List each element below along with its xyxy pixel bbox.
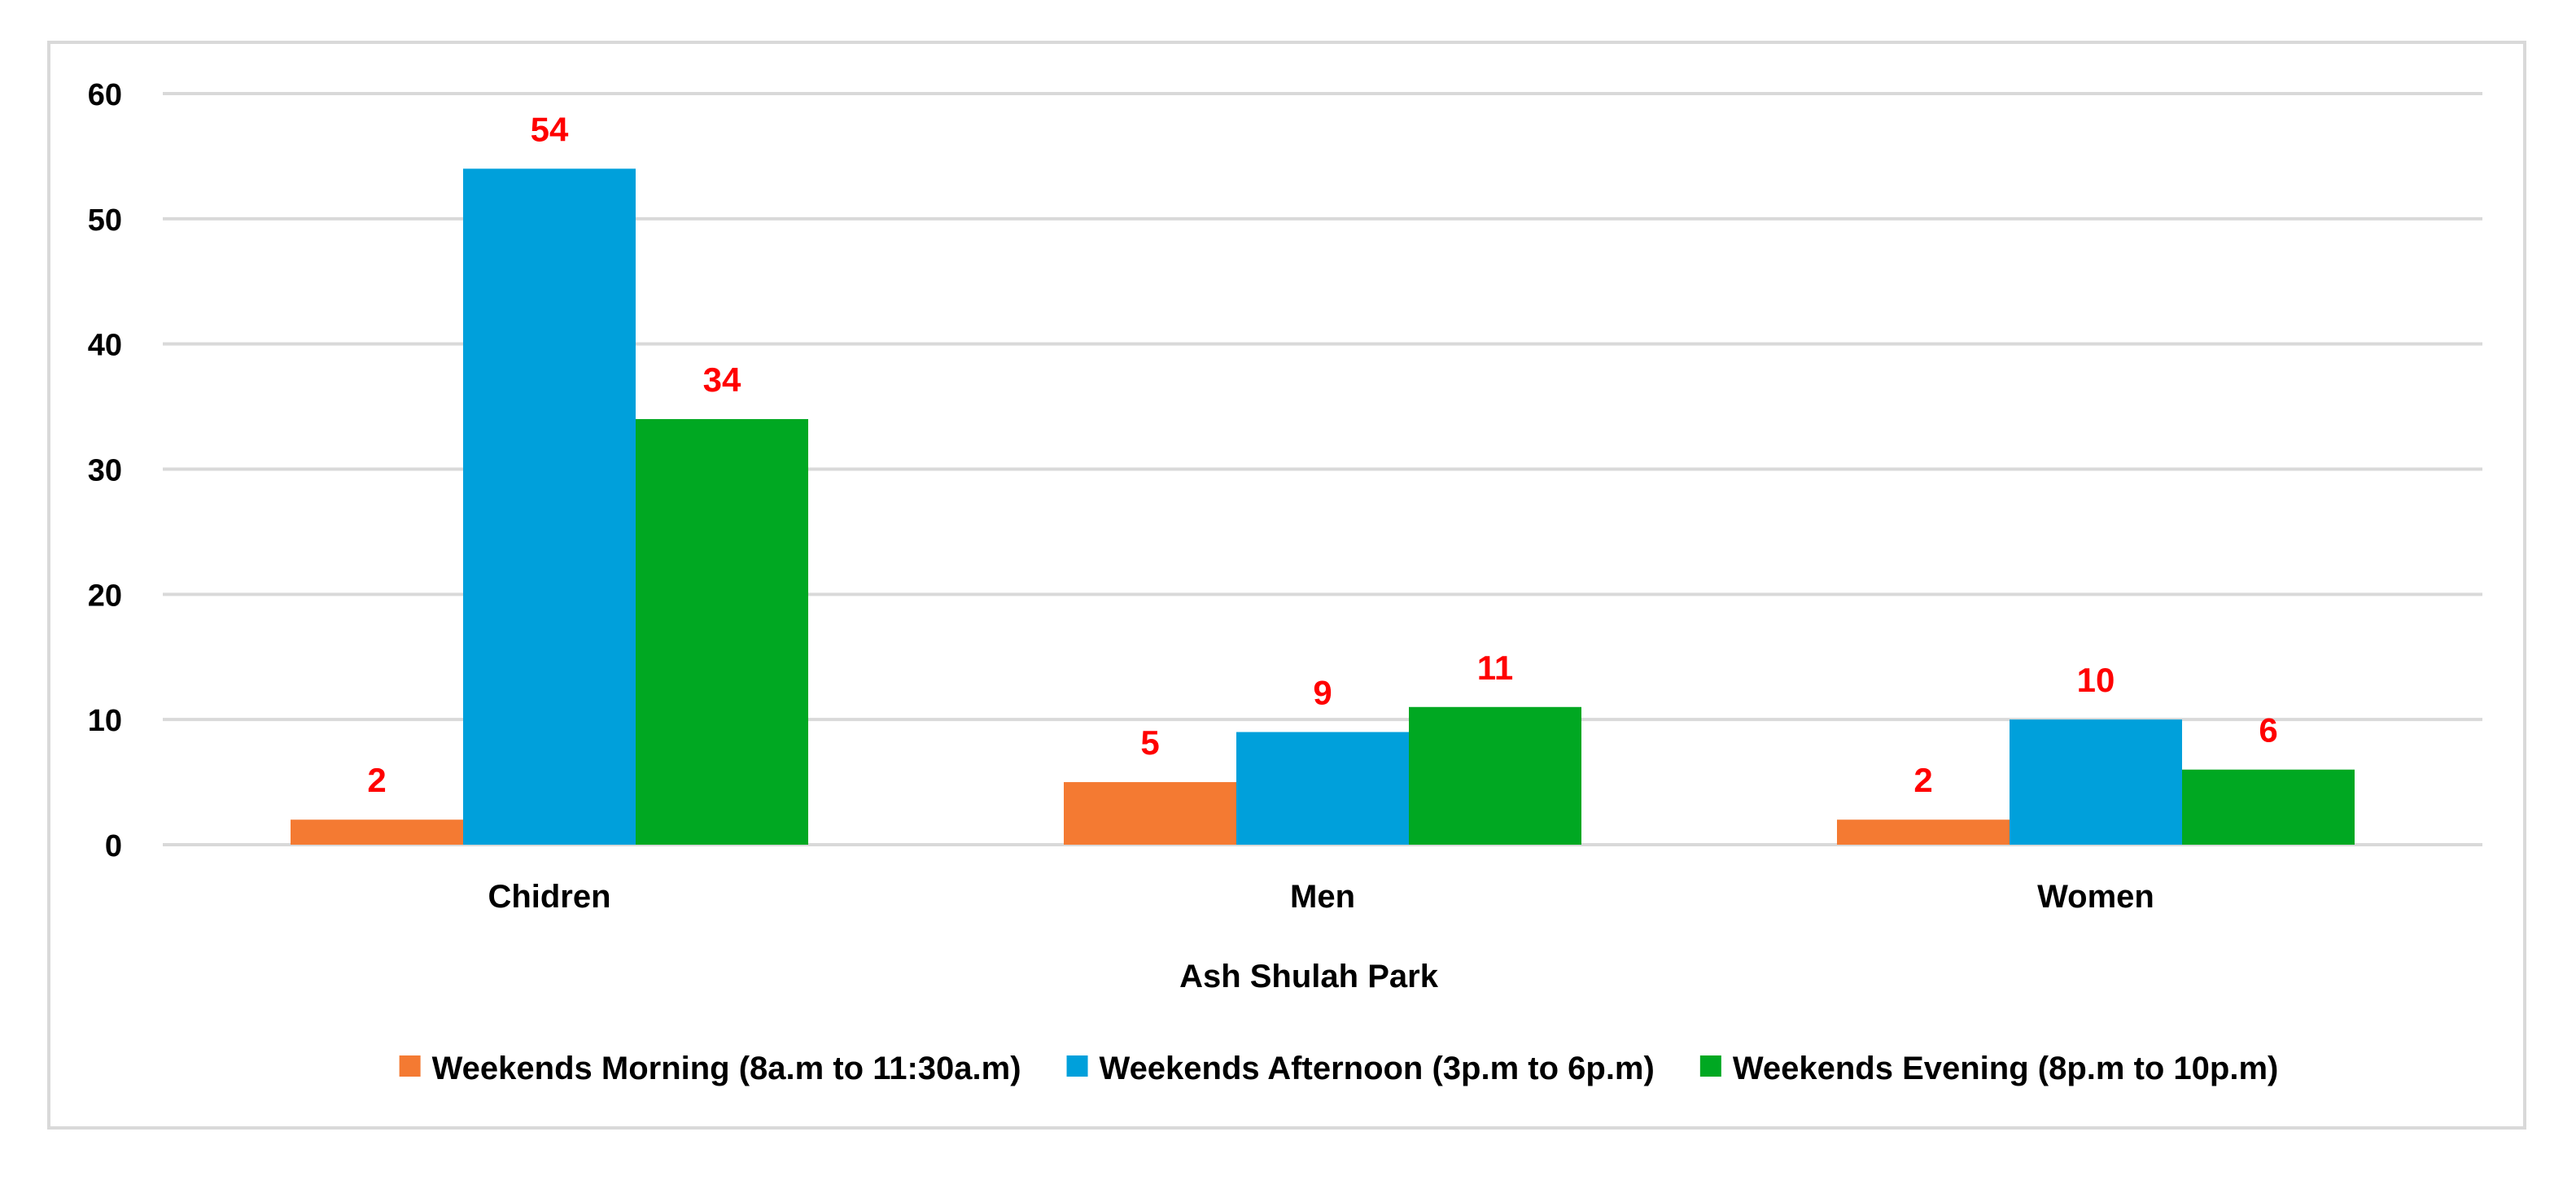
bars xyxy=(291,168,2355,846)
legend-item: Weekends Evening (8p.m to 10p.m) xyxy=(1699,1051,2279,1086)
x-category-label: Men xyxy=(1290,879,1355,915)
data-labels: 2 54 34 5 9 11 2 10 6 xyxy=(367,110,2277,799)
bar xyxy=(2010,719,2182,845)
y-tick-label: 50 xyxy=(88,203,122,238)
x-axis-categories: Chidren Men Women xyxy=(488,879,2154,915)
bar xyxy=(1236,732,1409,845)
x-category-label: Chidren xyxy=(488,879,610,915)
legend-label: Weekends Evening (8p.m to 10p.m) xyxy=(1733,1051,2279,1086)
data-label: 54 xyxy=(531,110,569,148)
legend: Weekends Morning (8a.m to 11:30a.m) Weeke… xyxy=(399,1051,2279,1086)
y-tick-label: 40 xyxy=(88,329,122,363)
legend-swatch xyxy=(1699,1055,1721,1077)
chart-frame xyxy=(47,41,2526,1130)
x-category-label: Women xyxy=(2037,879,2154,915)
bar xyxy=(2182,769,2355,845)
y-axis-ticks: 0 10 20 30 40 50 60 xyxy=(88,78,122,863)
data-label: 34 xyxy=(703,361,741,399)
legend-item: Weekends Afternoon (3p.m to 6p.m) xyxy=(1066,1051,1655,1086)
legend-label: Weekends Morning (8a.m to 11:30a.m) xyxy=(432,1051,1021,1086)
bar xyxy=(636,418,808,845)
data-label: 9 xyxy=(1313,674,1332,712)
data-label: 10 xyxy=(2077,661,2115,699)
bar xyxy=(463,168,636,846)
y-tick-label: 10 xyxy=(88,704,122,738)
legend-swatch xyxy=(1066,1055,1088,1077)
data-label: 6 xyxy=(2259,711,2277,749)
y-tick-label: 30 xyxy=(88,454,122,488)
y-tick-label: 20 xyxy=(88,579,122,613)
data-label: 2 xyxy=(1913,761,1932,799)
bar xyxy=(1837,819,2010,845)
y-tick-label: 60 xyxy=(88,78,122,112)
bar xyxy=(1409,706,1581,845)
bar xyxy=(291,819,463,845)
y-tick-label: 0 xyxy=(105,829,122,863)
x-axis-title: Ash Shulah Park xyxy=(1179,959,1439,994)
data-label: 11 xyxy=(1477,649,1513,687)
legend-label: Weekends Afternoon (3p.m to 6p.m) xyxy=(1100,1051,1655,1086)
data-label: 5 xyxy=(1140,723,1159,762)
bar xyxy=(1064,782,1236,845)
data-label: 2 xyxy=(367,761,386,799)
legend-swatch xyxy=(399,1055,421,1077)
legend-item: Weekends Morning (8a.m to 11:30a.m) xyxy=(399,1051,1021,1086)
